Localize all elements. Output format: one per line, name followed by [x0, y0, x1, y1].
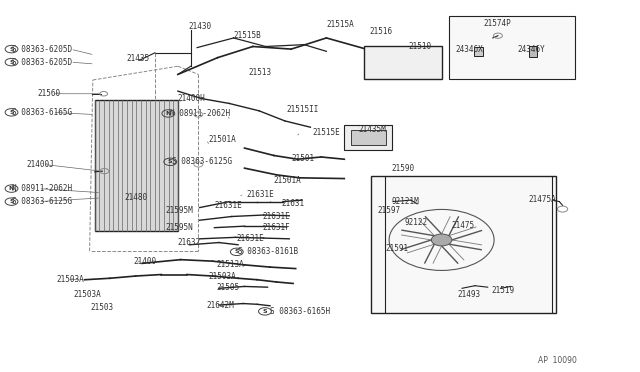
Text: N 08911-2062H: N 08911-2062H	[170, 109, 230, 118]
Text: 21519: 21519	[492, 286, 515, 295]
Text: S 08363-6165G: S 08363-6165G	[12, 108, 72, 117]
Circle shape	[431, 234, 452, 246]
Text: 21631E: 21631E	[262, 212, 290, 221]
Text: 21631F: 21631F	[262, 223, 290, 232]
Text: N: N	[166, 111, 171, 116]
Text: N 08911-2062H: N 08911-2062H	[12, 184, 72, 193]
Text: S 08363-6205D: S 08363-6205D	[12, 45, 72, 54]
Text: 21503A: 21503A	[208, 272, 236, 280]
Text: 21595N: 21595N	[165, 223, 193, 232]
Text: 21595M: 21595M	[165, 206, 193, 215]
Text: 21475A: 21475A	[528, 195, 556, 204]
Text: 21480: 21480	[125, 193, 148, 202]
Text: 21510: 21510	[408, 42, 431, 51]
Text: 21515II: 21515II	[287, 105, 319, 114]
Text: 21560: 21560	[37, 89, 60, 98]
Text: S 08363-6125G: S 08363-6125G	[172, 157, 232, 166]
Bar	[95, 100, 178, 231]
Bar	[344, 125, 392, 150]
Text: S 08363-6205D: S 08363-6205D	[12, 58, 72, 67]
Text: 21400: 21400	[133, 257, 156, 266]
Text: 21503A: 21503A	[56, 275, 84, 284]
Text: 21631E: 21631E	[246, 190, 274, 199]
Bar	[371, 176, 556, 313]
Text: 21591: 21591	[385, 244, 408, 253]
Text: 21516: 21516	[370, 27, 393, 36]
Text: 21632: 21632	[178, 238, 201, 247]
Text: 21503: 21503	[91, 303, 114, 312]
Text: 21501A: 21501A	[274, 176, 301, 185]
Text: S 08363-6125G: S 08363-6125G	[12, 197, 72, 206]
Text: 21642M: 21642M	[206, 301, 234, 310]
Text: 21505: 21505	[216, 283, 239, 292]
Text: 21515B: 21515B	[234, 31, 261, 40]
Text: 21631E: 21631E	[214, 201, 242, 210]
Text: S 08363-6165H: S 08363-6165H	[270, 307, 330, 316]
Text: 21513: 21513	[248, 68, 271, 77]
Text: 21400H: 21400H	[178, 94, 205, 103]
Bar	[474, 46, 483, 56]
Text: 21503A: 21503A	[74, 290, 101, 299]
Text: AP  10090: AP 10090	[538, 356, 577, 365]
Text: S: S	[9, 46, 14, 52]
Text: 21631E: 21631E	[237, 234, 264, 243]
Bar	[351, 130, 386, 145]
Text: 21597: 21597	[378, 206, 401, 215]
Text: S 08363-8161B: S 08363-8161B	[238, 247, 298, 256]
Bar	[449, 16, 575, 79]
Text: 21574P: 21574P	[483, 19, 511, 28]
Text: 24346X: 24346X	[456, 45, 483, 54]
Text: 21515E: 21515E	[312, 128, 340, 137]
Text: 24346Y: 24346Y	[517, 45, 545, 54]
Bar	[364, 46, 442, 79]
Text: S: S	[168, 159, 173, 164]
Text: 21493: 21493	[458, 290, 481, 299]
Text: 21430: 21430	[189, 22, 212, 31]
Text: 21590: 21590	[392, 164, 415, 173]
Text: 92122: 92122	[404, 218, 428, 227]
Text: S: S	[262, 309, 268, 314]
Text: 21501A: 21501A	[208, 135, 236, 144]
Text: S: S	[9, 60, 14, 65]
Bar	[529, 46, 537, 57]
Text: S: S	[9, 199, 14, 204]
Text: 21513A: 21513A	[216, 260, 244, 269]
Text: S: S	[234, 249, 239, 254]
Text: 21475: 21475	[451, 221, 474, 230]
Text: 92121M: 92121M	[392, 197, 419, 206]
Text: 21501: 21501	[291, 154, 314, 163]
Text: S: S	[9, 110, 14, 115]
Text: 21435: 21435	[127, 54, 150, 63]
Text: 21435M: 21435M	[358, 125, 386, 134]
Text: 21631: 21631	[282, 199, 305, 208]
Text: 21400J: 21400J	[27, 160, 54, 169]
Text: N: N	[9, 186, 14, 191]
Text: 21515A: 21515A	[326, 20, 354, 29]
